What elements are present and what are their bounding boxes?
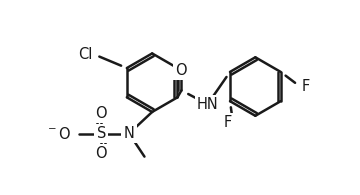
Text: O: O [176,63,187,78]
Text: HN: HN [197,97,219,112]
Text: N: N [123,126,135,141]
Text: S: S [96,126,106,141]
Text: O: O [95,146,107,161]
Text: $^-$O: $^-$O [45,126,71,142]
Text: O: O [95,106,107,121]
Text: F: F [302,79,310,94]
Text: Cl: Cl [78,47,92,62]
Text: F: F [223,115,231,130]
